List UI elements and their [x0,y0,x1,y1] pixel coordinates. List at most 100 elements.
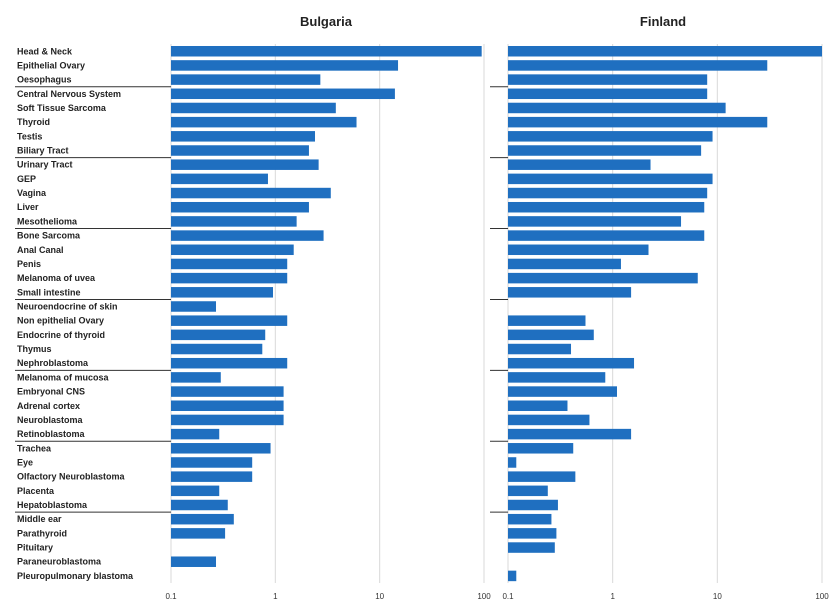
x-tick-label: 10 [713,592,722,601]
bar-bulgaria [171,187,331,199]
bar-finland [508,159,651,170]
row-label: Neuroendocrine of skin [17,301,118,311]
bar-finland [508,357,635,369]
row-label: Head & Neck [17,46,73,56]
bar-bulgaria [171,201,309,213]
row-label: Oesophagus [17,75,72,85]
row-label: Testis [17,131,42,141]
bar-finland [508,329,594,341]
bar-bulgaria [171,386,284,397]
bar-finland [508,216,682,227]
x-tick-label: 100 [477,592,491,601]
bar-finland [508,287,632,298]
bar-finland [508,131,713,142]
row-label: Eye [17,457,33,467]
x-tick-label: 1 [610,592,615,601]
row-label: Pituitary [17,543,53,553]
bar-finland [508,570,517,582]
row-label: Parathyroid [17,528,67,538]
bar-finland [508,485,548,497]
bar-bulgaria [171,60,399,71]
row-label: Thyroid [17,117,50,127]
bar-bulgaria [171,102,336,114]
bar-bulgaria [171,428,220,440]
bar-bulgaria [171,471,253,482]
row-label: Hepatoblastoma [17,500,88,510]
bar-finland [508,116,768,128]
row-label: Non epithelial Ovary [17,316,104,326]
bar-bulgaria [171,287,274,298]
bar-finland [508,542,555,553]
bar-bulgaria [171,329,266,341]
bar-finland [508,173,713,185]
bar-finland [508,443,574,454]
bar-finland [508,372,606,383]
row-label: Placenta [17,486,55,496]
bar-bulgaria [171,272,288,284]
row-label: Melanoma of uvea [17,273,96,283]
bar-bulgaria [171,131,316,142]
bar-finland [508,272,698,284]
row-label: Vagina [17,188,47,198]
bar-finland [508,315,586,326]
row-label: Epithelial Ovary [17,60,85,70]
bar-bulgaria [171,556,217,567]
bar-bulgaria [171,372,221,383]
bar-bulgaria [171,216,297,227]
x-tick-label: 10 [375,592,384,601]
x-tick-label: 0.1 [502,592,514,601]
row-label: Retinoblastoma [17,429,86,439]
bar-bulgaria [171,145,309,156]
row-label: Biliary Tract [17,146,69,156]
bar-finland [508,74,708,85]
bar-finland [508,102,726,114]
row-label: Thymus [17,344,52,354]
bar-finland [508,457,517,468]
row-label: Melanoma of mucosa [17,372,110,382]
row-label: Paraneuroblastoma [17,557,102,567]
bar-bulgaria [171,258,288,270]
row-label: Endocrine of thyroid [17,330,105,340]
row-label: Liver [17,202,39,212]
bar-bulgaria [171,230,324,241]
bar-bulgaria [171,343,263,355]
bar-bulgaria [171,443,271,454]
x-tick-label: 1 [273,592,278,601]
bar-finland [508,244,649,256]
bar-bulgaria [171,46,482,57]
row-label: Anal Canal [17,245,64,255]
bar-bulgaria [171,513,234,525]
row-label: Embryonal CNS [17,387,85,397]
bar-bulgaria [171,74,321,85]
bar-finland [508,88,708,100]
row-label: Nephroblastoma [17,358,89,368]
row-label: Central Nervous System [17,89,121,99]
bar-finland [508,471,576,482]
bar-finland [508,60,768,71]
bar-finland [508,46,822,57]
panel-title-bulgaria: Bulgaria [300,14,353,29]
row-label: Mesothelioma [17,216,78,226]
row-label: Bone Sarcoma [17,231,81,241]
bar-bulgaria [171,457,253,468]
bar-bulgaria [171,315,288,326]
bar-bulgaria [171,357,288,369]
panel-title-finland: Finland [640,14,686,29]
bar-finland [508,528,557,539]
x-tick-label: 0.1 [165,592,177,601]
row-label: Middle ear [17,514,62,524]
bar-bulgaria [171,173,268,185]
bar-finland [508,414,590,426]
x-tick-label: 100 [815,592,829,601]
bar-finland [508,201,705,213]
row-label: Small intestine [17,287,81,297]
bar-finland [508,258,621,270]
row-label: Olfactory Neuroblastoma [17,472,126,482]
row-label: Soft Tissue Sarcoma [17,103,107,113]
row-label: Adrenal cortex [17,401,80,411]
bar-bulgaria [171,485,220,497]
row-label: GEP [17,174,36,184]
row-label: Urinary Tract [17,160,73,170]
bar-finland [508,499,558,511]
